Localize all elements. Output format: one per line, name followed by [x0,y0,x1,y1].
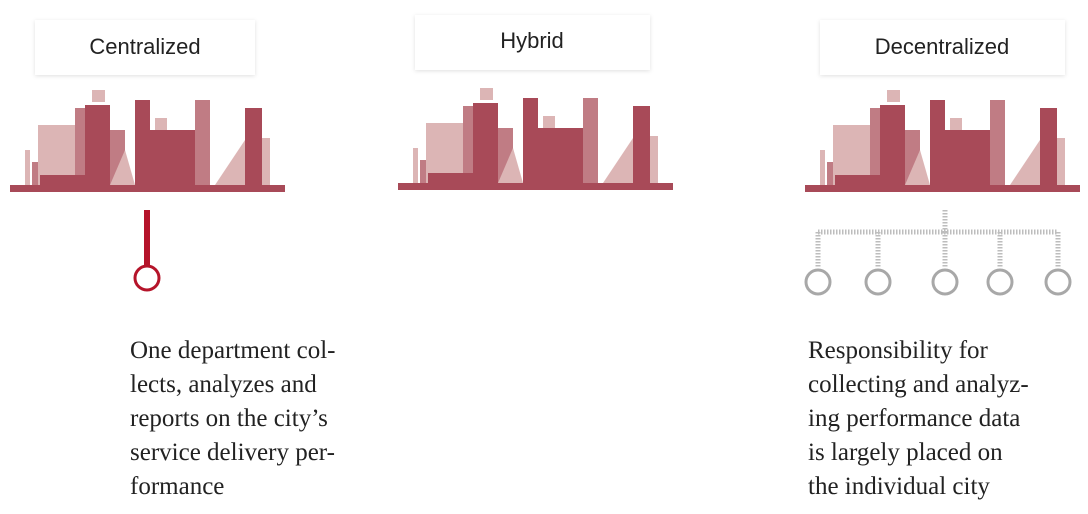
description: One department col- lects, analyzes and … [130,337,335,500]
connector [144,210,150,265]
skyline-icon [10,90,285,192]
description-line: formance [130,473,224,500]
skyline-icon [398,88,673,190]
skyline-icon [805,90,1080,192]
description-line: reports on the city’s [130,405,328,432]
description: Responsibility for collecting and analyz… [808,337,1029,500]
tree-connector [818,210,1058,268]
node [135,266,159,290]
description-line: One department col- [130,337,335,364]
description-line: collecting and analyz- [808,371,1029,398]
nodes [806,270,1070,294]
description-line: ing performance data [808,405,1020,432]
description-line: service delivery per- [130,439,335,466]
description-line: lects, analyzes and [130,371,317,398]
description-line: is largely placed on [808,439,1003,466]
column-label: Hybrid [500,28,564,53]
column-label: Centralized [89,34,200,59]
description-line: the individual city [808,473,990,500]
diagram: Centralized One department col- lects, a… [0,0,1088,514]
column-label: Decentralized [875,34,1010,59]
description-line: Responsibility for [808,337,989,364]
